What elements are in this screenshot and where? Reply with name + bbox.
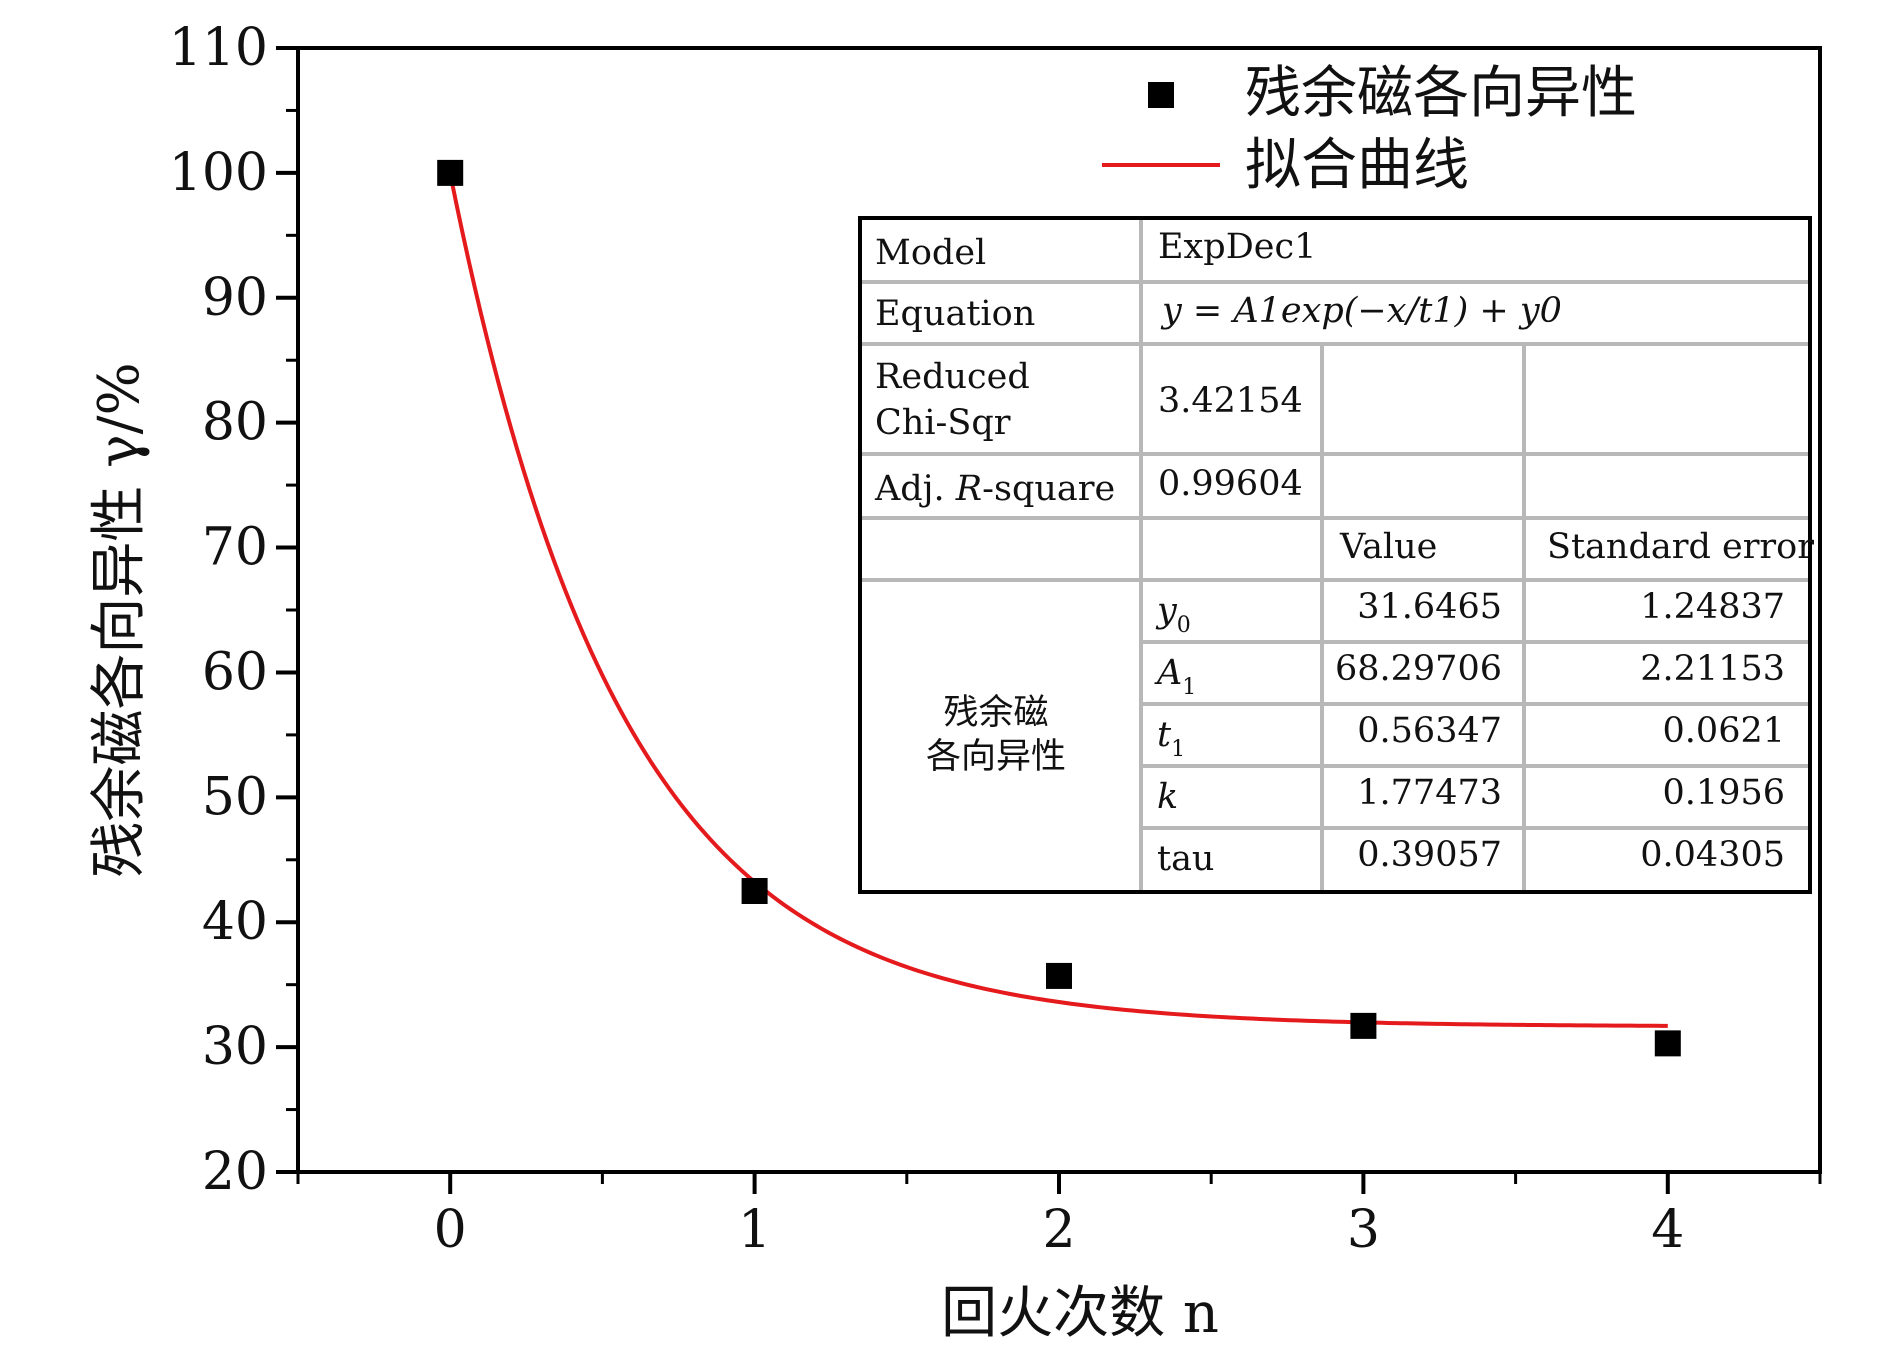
param-error: 0.1956 bbox=[1663, 773, 1785, 813]
stats-table-grid bbox=[860, 218, 1810, 892]
x-axis-title: 回火次数 n bbox=[941, 1281, 1219, 1346]
group-label-line1: 残余磁 bbox=[943, 693, 1048, 733]
group-label-line2: 各向异性 bbox=[926, 737, 1066, 777]
adj-r-square-value: 0.99604 bbox=[1158, 464, 1303, 504]
param-name: k bbox=[1157, 777, 1178, 817]
chisqr-value: 3.42154 bbox=[1158, 381, 1303, 421]
legend-square-marker bbox=[1148, 82, 1174, 108]
param-value: 68.29706 bbox=[1335, 649, 1502, 689]
legend: 残余磁各向异性 拟合曲线 bbox=[1102, 61, 1637, 198]
adj-r-square-label: Adj. R-square bbox=[874, 469, 1115, 509]
param-error: 0.0621 bbox=[1663, 711, 1785, 751]
fit-statistics-table: Model ExpDec1 Equation y = A1exp(−x/t1) … bbox=[858, 216, 1814, 894]
y-tick-label: 30 bbox=[202, 1017, 268, 1077]
data-point bbox=[1350, 1012, 1377, 1039]
y-tick-label: 20 bbox=[202, 1142, 268, 1202]
chisqr-label-line2: Chi-Sqr bbox=[875, 403, 1011, 443]
param-subscript: 1 bbox=[1171, 737, 1185, 762]
equation-label: Equation bbox=[875, 294, 1035, 334]
data-point bbox=[1654, 1030, 1681, 1057]
model-label: Model bbox=[875, 233, 986, 273]
fit-curve-line bbox=[448, 173, 1668, 1028]
data-point bbox=[437, 159, 464, 186]
y-axis-title: 残余磁各向异性 γ/% bbox=[87, 362, 152, 877]
data-points bbox=[437, 159, 1681, 1057]
y-tick-label: 40 bbox=[202, 892, 268, 952]
data-point bbox=[741, 878, 768, 904]
x-tick-label: 1 bbox=[738, 1200, 771, 1260]
y-tick-label: 50 bbox=[202, 767, 268, 827]
x-tick-label: 0 bbox=[434, 1200, 467, 1260]
param-name: tau bbox=[1157, 839, 1214, 879]
data-point bbox=[1046, 962, 1072, 989]
equation-value: y = A1exp(−x/t1) + y0 bbox=[1160, 291, 1562, 331]
x-tick-label: 4 bbox=[1651, 1200, 1684, 1260]
param-subscript: 0 bbox=[1177, 613, 1191, 638]
param-error: 1.24837 bbox=[1640, 587, 1785, 627]
y-tick-label: 90 bbox=[202, 268, 268, 328]
model-value: ExpDec1 bbox=[1158, 227, 1316, 267]
param-subscript: 1 bbox=[1182, 675, 1196, 700]
param-value: 1.77473 bbox=[1357, 773, 1502, 813]
y-tick-label: 100 bbox=[169, 143, 268, 203]
y-tick-label: 80 bbox=[202, 393, 268, 453]
y-tick-label: 110 bbox=[169, 18, 268, 78]
stats-table-border bbox=[858, 216, 1812, 894]
x-tick-label: 3 bbox=[1347, 1200, 1380, 1260]
param-value: 31.6465 bbox=[1357, 587, 1502, 627]
legend-label-data: 残余磁各向异性 bbox=[1245, 61, 1637, 126]
y-tick-label: 70 bbox=[202, 518, 268, 578]
error-column-header: Standard error bbox=[1547, 527, 1814, 567]
param-value: 0.39057 bbox=[1357, 835, 1502, 875]
stats-table-background bbox=[860, 218, 1810, 892]
axis-ticks bbox=[276, 46, 1822, 1194]
value-column-header: Value bbox=[1339, 527, 1437, 567]
param-value: 0.56347 bbox=[1357, 711, 1502, 751]
param-error: 0.04305 bbox=[1640, 835, 1785, 875]
y-tick-label: 60 bbox=[202, 642, 268, 702]
param-error: 2.21153 bbox=[1640, 649, 1785, 689]
chisqr-label-line1: Reduced bbox=[875, 357, 1030, 397]
x-tick-label: 2 bbox=[1042, 1200, 1075, 1260]
legend-label-fit: 拟合曲线 bbox=[1245, 133, 1469, 198]
